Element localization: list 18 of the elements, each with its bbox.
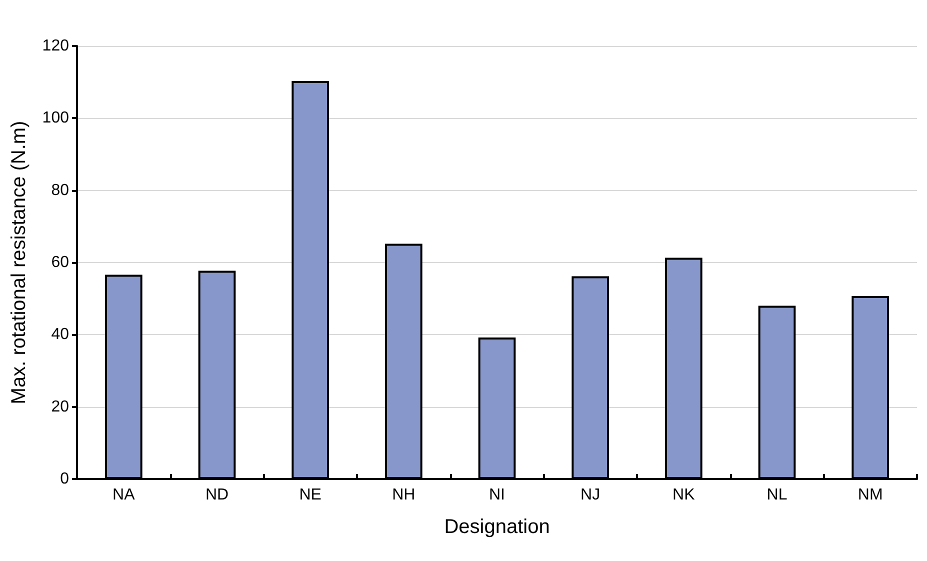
x-tick-label: NL [766,486,788,504]
y-tick-label: 100 [42,110,70,127]
x-tick-label: NH [392,486,416,504]
y-tick-label: 40 [51,326,70,344]
x-tick-label: NE [299,486,322,504]
y-tick-label: 80 [51,182,70,199]
x-tick-label: NA [112,486,136,504]
x-tick-label: ND [205,486,229,504]
y-tick-label: 120 [42,38,70,54]
y-tick-label: 20 [51,398,70,416]
x-tick-label: NJ [580,486,600,504]
x-tick-label: NI [489,486,505,504]
x-tick-label: NK [672,486,696,504]
x-tick-label: NM [858,486,883,504]
y-tick-label: 60 [51,254,70,271]
y-axis-title: Max. rotational resistance (N.m) [8,120,30,404]
x-axis-title: Designation [444,516,550,538]
y-tick-label: 0 [60,470,70,488]
